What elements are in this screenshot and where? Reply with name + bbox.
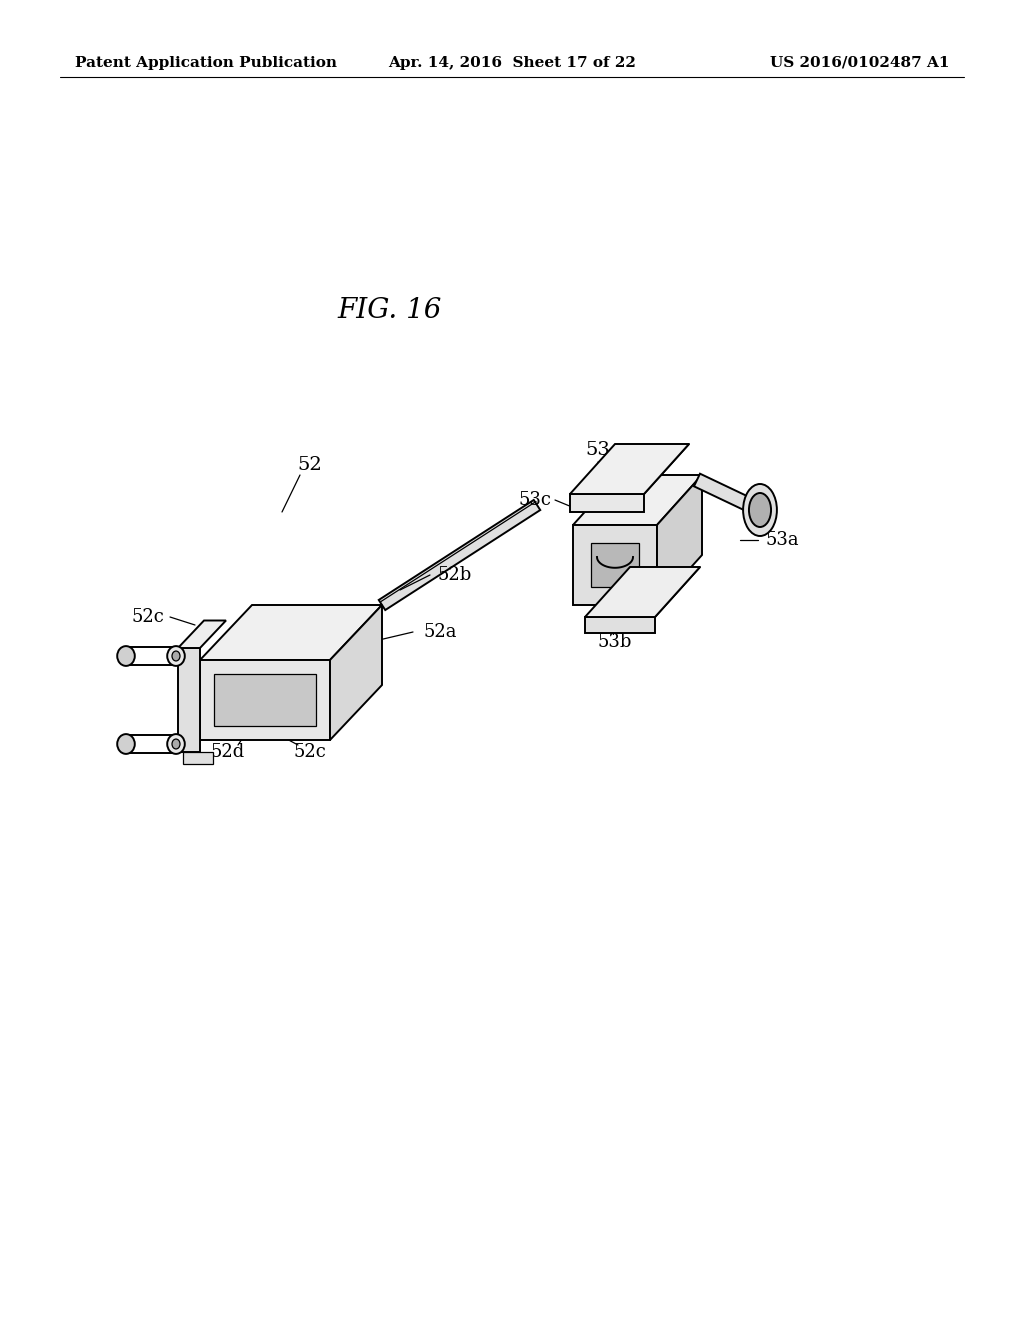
Polygon shape <box>178 648 200 752</box>
Ellipse shape <box>117 645 135 665</box>
Ellipse shape <box>167 734 184 754</box>
Polygon shape <box>657 475 702 605</box>
Polygon shape <box>379 500 541 610</box>
Text: US 2016/0102487 A1: US 2016/0102487 A1 <box>770 55 950 70</box>
Polygon shape <box>200 660 330 741</box>
Text: 52: 52 <box>298 455 323 474</box>
Ellipse shape <box>743 484 777 536</box>
Polygon shape <box>694 474 753 511</box>
Text: 53c: 53c <box>518 491 552 510</box>
Text: 52c: 52c <box>294 743 327 762</box>
Ellipse shape <box>749 492 771 527</box>
Text: 52b: 52b <box>438 566 472 583</box>
Text: 53b: 53b <box>598 634 632 651</box>
Text: 53c: 53c <box>603 605 637 623</box>
Text: 53: 53 <box>586 441 610 459</box>
Ellipse shape <box>117 734 135 754</box>
Text: Apr. 14, 2016  Sheet 17 of 22: Apr. 14, 2016 Sheet 17 of 22 <box>388 55 636 70</box>
Polygon shape <box>573 525 657 605</box>
Polygon shape <box>214 675 316 726</box>
Polygon shape <box>585 616 655 634</box>
Polygon shape <box>591 543 639 587</box>
Polygon shape <box>330 605 382 741</box>
Ellipse shape <box>167 645 184 665</box>
Text: 52d: 52d <box>211 743 245 762</box>
Ellipse shape <box>172 739 180 748</box>
Polygon shape <box>200 605 382 660</box>
Polygon shape <box>573 475 702 525</box>
Polygon shape <box>585 568 700 616</box>
Text: 53a: 53a <box>765 531 799 549</box>
Polygon shape <box>570 444 689 494</box>
Text: Patent Application Publication: Patent Application Publication <box>75 55 337 70</box>
Text: 52a: 52a <box>423 623 457 642</box>
Text: FIG. 16: FIG. 16 <box>338 297 442 323</box>
Polygon shape <box>178 620 226 648</box>
Polygon shape <box>570 494 644 512</box>
Polygon shape <box>183 752 213 764</box>
Ellipse shape <box>172 651 180 661</box>
Text: 52c: 52c <box>131 609 165 626</box>
